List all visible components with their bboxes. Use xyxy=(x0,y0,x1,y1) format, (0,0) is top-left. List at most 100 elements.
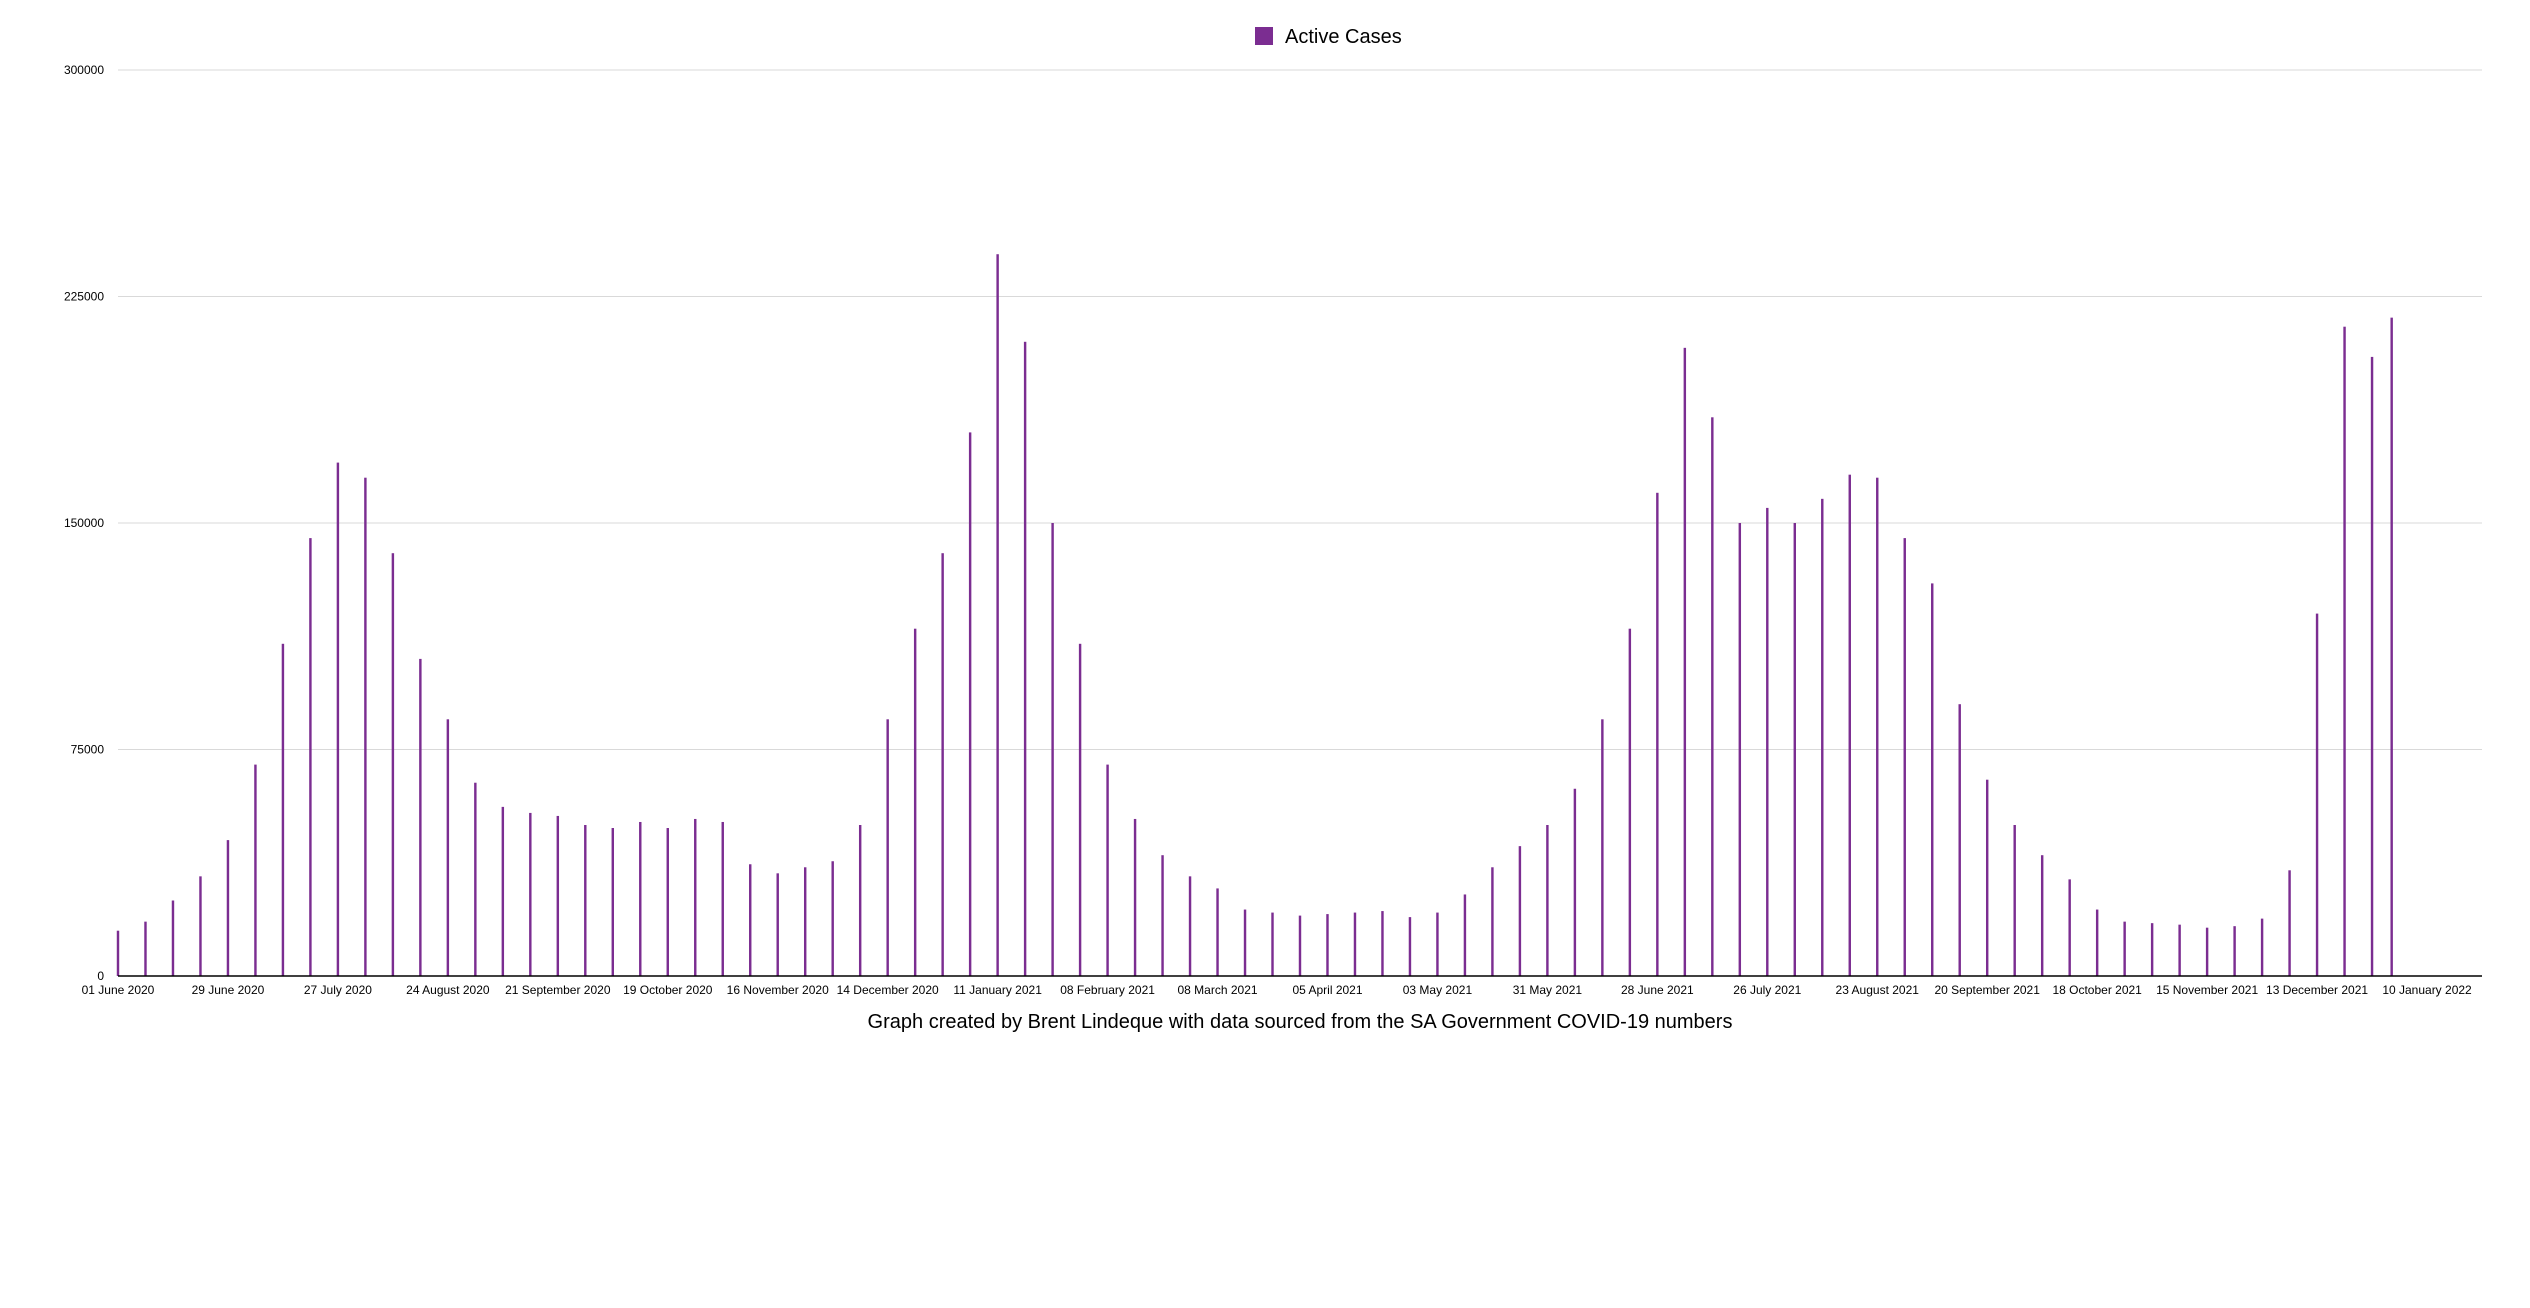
bar xyxy=(1821,498,1824,976)
y-tick-label: 0 xyxy=(97,969,104,983)
bar xyxy=(529,812,532,976)
bar xyxy=(941,553,944,976)
x-tick-label: 11 January 2021 xyxy=(953,983,1042,997)
bar xyxy=(2013,825,2016,976)
bar xyxy=(254,764,257,976)
bar xyxy=(996,254,999,977)
x-tick-label: 19 October 2020 xyxy=(623,983,713,997)
bar xyxy=(1243,909,1247,976)
bar xyxy=(584,825,587,976)
bar xyxy=(1436,912,1439,976)
x-tick-label: 14 December 2020 xyxy=(837,983,939,997)
bar xyxy=(639,821,642,976)
bar xyxy=(2343,326,2346,976)
bar xyxy=(2095,909,2099,976)
bar xyxy=(803,867,807,976)
bar xyxy=(1326,914,1329,976)
bar xyxy=(171,900,175,976)
bar xyxy=(749,864,752,976)
bar xyxy=(1408,917,1412,976)
bar xyxy=(116,930,120,976)
bar xyxy=(2123,921,2126,976)
y-tick-label: 300000 xyxy=(64,63,104,77)
bar xyxy=(1463,894,1467,976)
bar xyxy=(336,462,340,977)
x-tick-label: 08 March 2021 xyxy=(1178,983,1258,997)
bars-group xyxy=(116,254,2393,977)
bar xyxy=(2150,923,2154,976)
bar xyxy=(1106,764,1109,976)
x-tick-label: 08 February 2021 xyxy=(1060,983,1155,997)
bar xyxy=(2205,927,2209,976)
bar xyxy=(831,861,834,976)
bar xyxy=(1051,523,1054,976)
bar xyxy=(1683,347,1687,977)
bar xyxy=(886,719,889,976)
x-tick-label: 15 November 2021 xyxy=(2156,983,2258,997)
x-tick-label: 20 September 2021 xyxy=(1934,983,2040,997)
x-tick-label: 24 August 2020 xyxy=(406,983,490,997)
bar xyxy=(1903,538,1906,976)
x-tick-labels: 01 June 2020 29 June 2020 27 July 2020 24 A… xyxy=(82,983,2472,997)
bar xyxy=(1188,876,1192,976)
x-tick-label: 01 June 2020 xyxy=(82,983,155,997)
y-tick-label: 75000 xyxy=(71,743,105,757)
bar xyxy=(1216,888,1219,976)
bar xyxy=(281,643,285,976)
bar xyxy=(1133,818,1137,976)
bar xyxy=(858,825,862,976)
x-tick-label: 16 November 2020 xyxy=(727,983,829,997)
bar xyxy=(913,628,917,976)
bar xyxy=(1738,523,1742,976)
x-tick-label: 27 July 2020 xyxy=(304,983,372,997)
bar xyxy=(226,840,230,976)
x-tick-label: 03 May 2021 xyxy=(1403,983,1473,997)
bar xyxy=(666,828,669,976)
x-tick-label: 31 May 2021 xyxy=(1513,983,1583,997)
bar xyxy=(1958,704,1961,976)
bar xyxy=(2178,924,2181,976)
legend-label: Active Cases xyxy=(1285,26,1402,48)
bar xyxy=(419,658,422,976)
bar xyxy=(1711,417,1714,976)
y-tick-label: 225000 xyxy=(64,290,104,304)
y-tick-label: 150000 xyxy=(64,516,104,530)
bar xyxy=(309,538,312,976)
x-tick-label: 26 July 2021 xyxy=(1733,983,1801,997)
bar xyxy=(1931,583,1934,976)
bar xyxy=(364,477,367,976)
grid-lines xyxy=(118,69,2482,750)
bar xyxy=(2068,879,2071,976)
bar xyxy=(2370,356,2374,976)
bar xyxy=(1601,719,1604,976)
bar xyxy=(1353,912,1357,976)
bar xyxy=(2233,926,2236,976)
bar xyxy=(501,806,505,976)
x-tick-label: 13 December 2021 xyxy=(2266,983,2368,997)
legend-swatch xyxy=(1255,27,1273,45)
bar xyxy=(1793,523,1796,976)
x-tick-label: 05 April 2021 xyxy=(1292,983,1362,997)
bar xyxy=(1271,912,1274,976)
bar xyxy=(1848,474,1851,976)
bar xyxy=(776,873,779,976)
chart-caption: Graph created by Brent Lindeque with dat… xyxy=(868,1011,1733,1033)
y-tick-labels: 0 75000 150000 225000 300000 xyxy=(64,63,104,983)
bar xyxy=(199,876,202,976)
bar xyxy=(1985,779,1989,976)
bar xyxy=(1518,846,1522,976)
x-tick-label: 23 August 2021 xyxy=(1836,983,1920,997)
legend: Active Cases xyxy=(1255,26,1402,48)
bar xyxy=(611,828,614,976)
bar xyxy=(2288,870,2291,976)
x-tick-label: 21 September 2020 xyxy=(505,983,611,997)
x-tick-label: 28 June 2021 xyxy=(1621,983,1694,997)
bar xyxy=(144,921,147,976)
bar xyxy=(1161,855,1164,976)
bar xyxy=(391,553,395,976)
bar xyxy=(446,719,450,976)
x-tick-label: 18 October 2021 xyxy=(2052,983,2142,997)
bar xyxy=(1656,492,1659,976)
